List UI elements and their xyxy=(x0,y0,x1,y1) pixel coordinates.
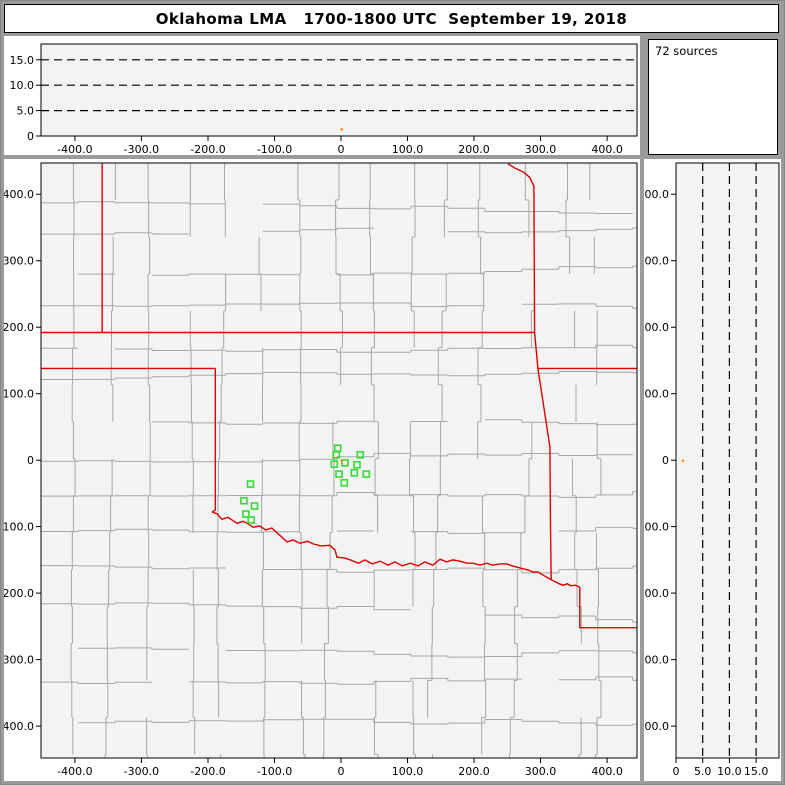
x-tick-label: 400.0 xyxy=(591,765,623,778)
y-tick-label: -300.0 xyxy=(4,654,34,667)
x-tick-label: 0 xyxy=(673,765,680,778)
x-axis: 0 5.0 10.0 15.0 xyxy=(673,758,769,778)
lma-station-marker xyxy=(350,468,359,477)
x-tick-label: 10.0 xyxy=(717,765,742,778)
lightning-source-point xyxy=(340,459,344,463)
x-tick-label: 400.0 xyxy=(591,143,623,155)
x-tick-label: 0 xyxy=(338,143,345,155)
x-tick-label: 200.0 xyxy=(458,765,490,778)
y-tick-label: -200.0 xyxy=(4,587,34,600)
plot-border xyxy=(40,43,638,137)
lma-station-marker xyxy=(353,460,361,469)
plot-area[interactable] xyxy=(41,163,637,758)
state-borders xyxy=(41,163,637,629)
x-tick-label: 5.0 xyxy=(694,765,712,778)
y-tick-label: 0 xyxy=(27,454,34,467)
y-tick-label: 200.0 xyxy=(4,321,34,334)
x-tick-label: -400.0 xyxy=(57,143,92,155)
plan-view-map-panel[interactable]: -400.0 -300.0 -200.0 -100.0 0 100.0 200.0 300.0… xyxy=(4,159,640,781)
y-tick-label: -400.0 xyxy=(4,720,34,733)
state-border-texas-arkansas xyxy=(579,587,637,629)
y-tick-label: -100.0 xyxy=(644,521,669,534)
x-tick-label: 100.0 xyxy=(392,765,424,778)
x-tick-label: -200.0 xyxy=(190,765,225,778)
lma-station-marker xyxy=(340,478,349,487)
window-title: Oklahoma LMA 1700-1800 UTC September 19,… xyxy=(155,9,628,28)
lma-station-marker xyxy=(240,496,248,505)
lma-station-marker xyxy=(330,460,339,469)
y-tick-label: 15.0 xyxy=(10,54,35,67)
lma-station-marker xyxy=(341,458,349,467)
lma-station-marker xyxy=(332,450,341,459)
lma-stations xyxy=(240,444,371,524)
x-tick-label: 15.0 xyxy=(744,765,769,778)
map-layers xyxy=(41,163,637,758)
lma-station-marker xyxy=(335,470,343,478)
y-tick-label: 0 xyxy=(27,130,34,143)
lma-station-marker xyxy=(362,470,371,478)
x-tick-label: -100.0 xyxy=(257,143,292,155)
y-tick-label: 400.0 xyxy=(4,188,34,201)
y-tick-label: 300.0 xyxy=(4,255,34,268)
x-axis: -400.0 -300.0 -200.0 -100.0 0 100.0 200.0 300.0… xyxy=(57,758,623,778)
x-tick-label: 0 xyxy=(338,765,345,778)
y-tick-label: -300.0 xyxy=(644,654,669,667)
plot-area[interactable] xyxy=(41,44,637,136)
lightning-source-point xyxy=(681,459,685,463)
state-border-oklahoma-missouri-arkansas-east xyxy=(533,332,552,580)
y-tick-label: -200.0 xyxy=(644,587,669,600)
y-axis: -400.0 -300.0 -200.0 -100.0 0 100.0 200.0 300.0… xyxy=(4,188,41,733)
source-count-panel: 72 sources xyxy=(648,39,778,155)
x-tick-label: 100.0 xyxy=(392,143,424,155)
source-points xyxy=(340,128,344,131)
state-border-texas-west-100w xyxy=(211,368,217,513)
altitude-vs-northsouth-panel[interactable]: 0 5.0 10.015.0 -400.0 -300.0 -200.0 -100.0 0 100… xyxy=(644,159,781,781)
state-border-kansas-missouri-east xyxy=(507,163,536,333)
y-tick-label: 100.0 xyxy=(4,388,34,401)
x-tick-label: -200.0 xyxy=(190,143,225,155)
y-tick-label: -100.0 xyxy=(4,521,34,534)
lma-station-marker xyxy=(242,510,250,518)
y-tick-label: 400.0 xyxy=(644,188,669,201)
x-tick-label: 200.0 xyxy=(458,143,490,155)
y-tick-label: 100.0 xyxy=(644,388,669,401)
x-tick-label: -100.0 xyxy=(257,765,292,778)
state-border-red-river xyxy=(211,511,581,588)
x-tick-label: 300.0 xyxy=(525,143,557,155)
y-axis: -400.0 -300.0 -200.0 -100.0 0 100.0 200.0 300.0… xyxy=(644,188,676,733)
x-tick-label: -300.0 xyxy=(124,143,159,155)
source-points xyxy=(681,459,685,463)
lightning-source-point xyxy=(340,128,344,131)
lma-station-marker xyxy=(250,502,259,510)
y-axis: 0 5.0 10.0 15.0 xyxy=(10,54,41,143)
y-tick-label: 10.0 xyxy=(10,79,35,92)
plot-area[interactable] xyxy=(676,163,779,758)
y-tick-label: 300.0 xyxy=(644,255,669,268)
x-tick-label: -400.0 xyxy=(57,765,92,778)
title-bar: Oklahoma LMA 1700-1800 UTC September 19,… xyxy=(4,4,779,33)
county-boundaries xyxy=(41,163,637,758)
y-tick-label: -400.0 xyxy=(644,720,669,733)
lma-station-marker xyxy=(356,450,365,459)
lma-station-marker xyxy=(246,480,255,488)
x-tick-label: 300.0 xyxy=(525,765,557,778)
y-tick-label: 200.0 xyxy=(644,321,669,334)
y-tick-label: 0 xyxy=(662,454,669,467)
x-tick-label: -300.0 xyxy=(124,765,159,778)
source-points xyxy=(340,459,344,463)
source-count-label: 72 sources xyxy=(655,44,718,58)
y-tick-label: 5.0 xyxy=(17,105,35,118)
x-axis: -400.0 -300.0 -200.0 -100.0 0 100.0 200.0 300.0… xyxy=(57,136,623,155)
altitude-vs-eastwest-panel[interactable]: -400.0 -300.0 -200.0 -100.0 0 100.0 200.0 300.0… xyxy=(4,36,640,155)
lma-station-marker xyxy=(247,516,255,524)
